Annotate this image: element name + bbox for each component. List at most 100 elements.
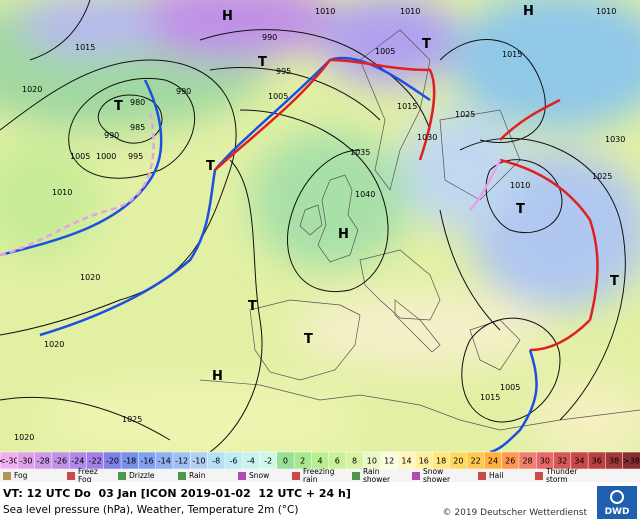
scale-label: >38 bbox=[623, 457, 640, 466]
pressure-label: 1015 bbox=[480, 393, 500, 402]
weather-icon bbox=[178, 472, 186, 480]
pressure-label: 1005 bbox=[375, 47, 395, 56]
pressure-center: T bbox=[516, 202, 525, 217]
pressure-label: 1015 bbox=[397, 102, 417, 111]
pressure-label: 1020 bbox=[44, 340, 64, 349]
description: Sea level pressure (hPa), Weather, Tempe… bbox=[3, 504, 298, 516]
pressure-label: 1010 bbox=[315, 7, 335, 16]
valid-time: VT: 12 UTC Do 03 Jan [ICON 2019-01-02 12… bbox=[3, 487, 351, 500]
scale-label: -18 bbox=[123, 457, 136, 466]
pressure-label: 980 bbox=[130, 98, 145, 107]
pressure-center: T bbox=[114, 99, 123, 114]
scale-label: 32 bbox=[557, 457, 567, 466]
scale-label: -2 bbox=[264, 457, 272, 466]
pressure-center: T bbox=[206, 159, 215, 174]
dwd-logo: DWD bbox=[597, 486, 637, 519]
weather-icon bbox=[352, 472, 360, 480]
scale-label: -28 bbox=[37, 457, 50, 466]
scale-label: 18 bbox=[436, 457, 446, 466]
weather-label: Drizzle bbox=[129, 471, 155, 480]
scale-label: 34 bbox=[574, 457, 584, 466]
pressure-center: T bbox=[248, 299, 257, 314]
scale-label: -6 bbox=[230, 457, 238, 466]
pressure-label: 1015 bbox=[502, 50, 522, 59]
weather-label: Rain bbox=[189, 471, 206, 480]
weather-icon bbox=[118, 472, 126, 480]
pressure-label: 1005 bbox=[70, 152, 90, 161]
scale-label: 16 bbox=[419, 457, 429, 466]
pressure-label: 1010 bbox=[510, 181, 530, 190]
weather-icon bbox=[238, 472, 246, 480]
scale-label: 20 bbox=[453, 457, 463, 466]
copyright: © 2019 Deutscher Wetterdienst bbox=[443, 508, 588, 518]
pressure-label: 990 bbox=[104, 131, 119, 140]
pressure-center: H bbox=[338, 227, 349, 242]
pressure-label: 1000 bbox=[96, 152, 116, 161]
legend: <-30 -30 -28 -26 -24 -22 -20 -18 -16 -14 -12 -10 -8-… bbox=[0, 451, 640, 484]
pressure-label: 1020 bbox=[22, 85, 42, 94]
scale-label: 14 bbox=[401, 457, 411, 466]
scale-label: -26 bbox=[54, 457, 67, 466]
logo-text: DWD bbox=[605, 507, 630, 517]
weather-icon bbox=[535, 472, 543, 480]
pressure-label: 985 bbox=[130, 123, 145, 132]
weather-label: Freezing rain bbox=[303, 467, 335, 484]
pressure-center: T bbox=[610, 274, 619, 289]
scale-label: -16 bbox=[140, 457, 153, 466]
pressure-center: H bbox=[212, 369, 223, 384]
scale-label: 10 bbox=[367, 457, 377, 466]
pressure-label: 1010 bbox=[400, 7, 420, 16]
pressure-center: T bbox=[258, 55, 267, 70]
scale-label: -22 bbox=[89, 457, 102, 466]
map-area bbox=[0, 0, 640, 452]
pressure-label: 1015 bbox=[75, 43, 95, 52]
pressure-label: 1040 bbox=[355, 190, 375, 199]
scale-label: 2 bbox=[300, 457, 305, 466]
pressure-label: 1025 bbox=[455, 110, 475, 119]
scale-label: 4 bbox=[317, 457, 322, 466]
scale-label: -24 bbox=[71, 457, 84, 466]
scale-label: -12 bbox=[175, 457, 188, 466]
scale-label: 28 bbox=[522, 457, 532, 466]
pressure-center: H bbox=[222, 9, 233, 24]
weather-label: Hail bbox=[489, 471, 503, 480]
scale-label: 8 bbox=[352, 457, 357, 466]
weather-label: Snow bbox=[249, 471, 269, 480]
pressure-label: 1030 bbox=[605, 135, 625, 144]
pressure-center: T bbox=[422, 37, 431, 52]
pressure-label: 1025 bbox=[122, 415, 142, 424]
weather-label: Thunder storm bbox=[545, 467, 578, 484]
pressure-label: 995 bbox=[276, 67, 291, 76]
weather-icon bbox=[3, 472, 11, 480]
pressure-label: 1030 bbox=[417, 133, 437, 142]
scale-label: 22 bbox=[471, 457, 481, 466]
scale-label: 38 bbox=[609, 457, 619, 466]
fronts bbox=[0, 56, 599, 452]
pressure-label: 995 bbox=[128, 152, 143, 161]
weather-label: Freez Fog bbox=[78, 467, 98, 484]
isobars bbox=[0, 0, 626, 452]
pressure-label: 1005 bbox=[268, 92, 288, 101]
pressure-center: T bbox=[304, 332, 313, 347]
weather-label: Rain shower bbox=[363, 467, 391, 484]
weather-label: Fog bbox=[14, 471, 28, 480]
scale-label: -14 bbox=[158, 457, 171, 466]
pressure-label: 1020 bbox=[80, 273, 100, 282]
weather-icon bbox=[292, 472, 300, 480]
pressure-center: H bbox=[523, 4, 534, 19]
scale-label: <-30 bbox=[0, 457, 19, 466]
scale-label: 0 bbox=[283, 457, 288, 466]
pressure-label: 1025 bbox=[592, 172, 612, 181]
scale-label: -8 bbox=[212, 457, 220, 466]
scale-label: 24 bbox=[488, 457, 498, 466]
weather-icon bbox=[67, 472, 75, 480]
scale-label: 26 bbox=[505, 457, 515, 466]
scale-label: 6 bbox=[335, 457, 340, 466]
scale-label: 36 bbox=[592, 457, 602, 466]
footer-bg bbox=[0, 482, 640, 522]
pressure-label: 990 bbox=[262, 33, 277, 42]
pressure-label: 1010 bbox=[52, 188, 72, 197]
scale-label: 30 bbox=[540, 457, 550, 466]
